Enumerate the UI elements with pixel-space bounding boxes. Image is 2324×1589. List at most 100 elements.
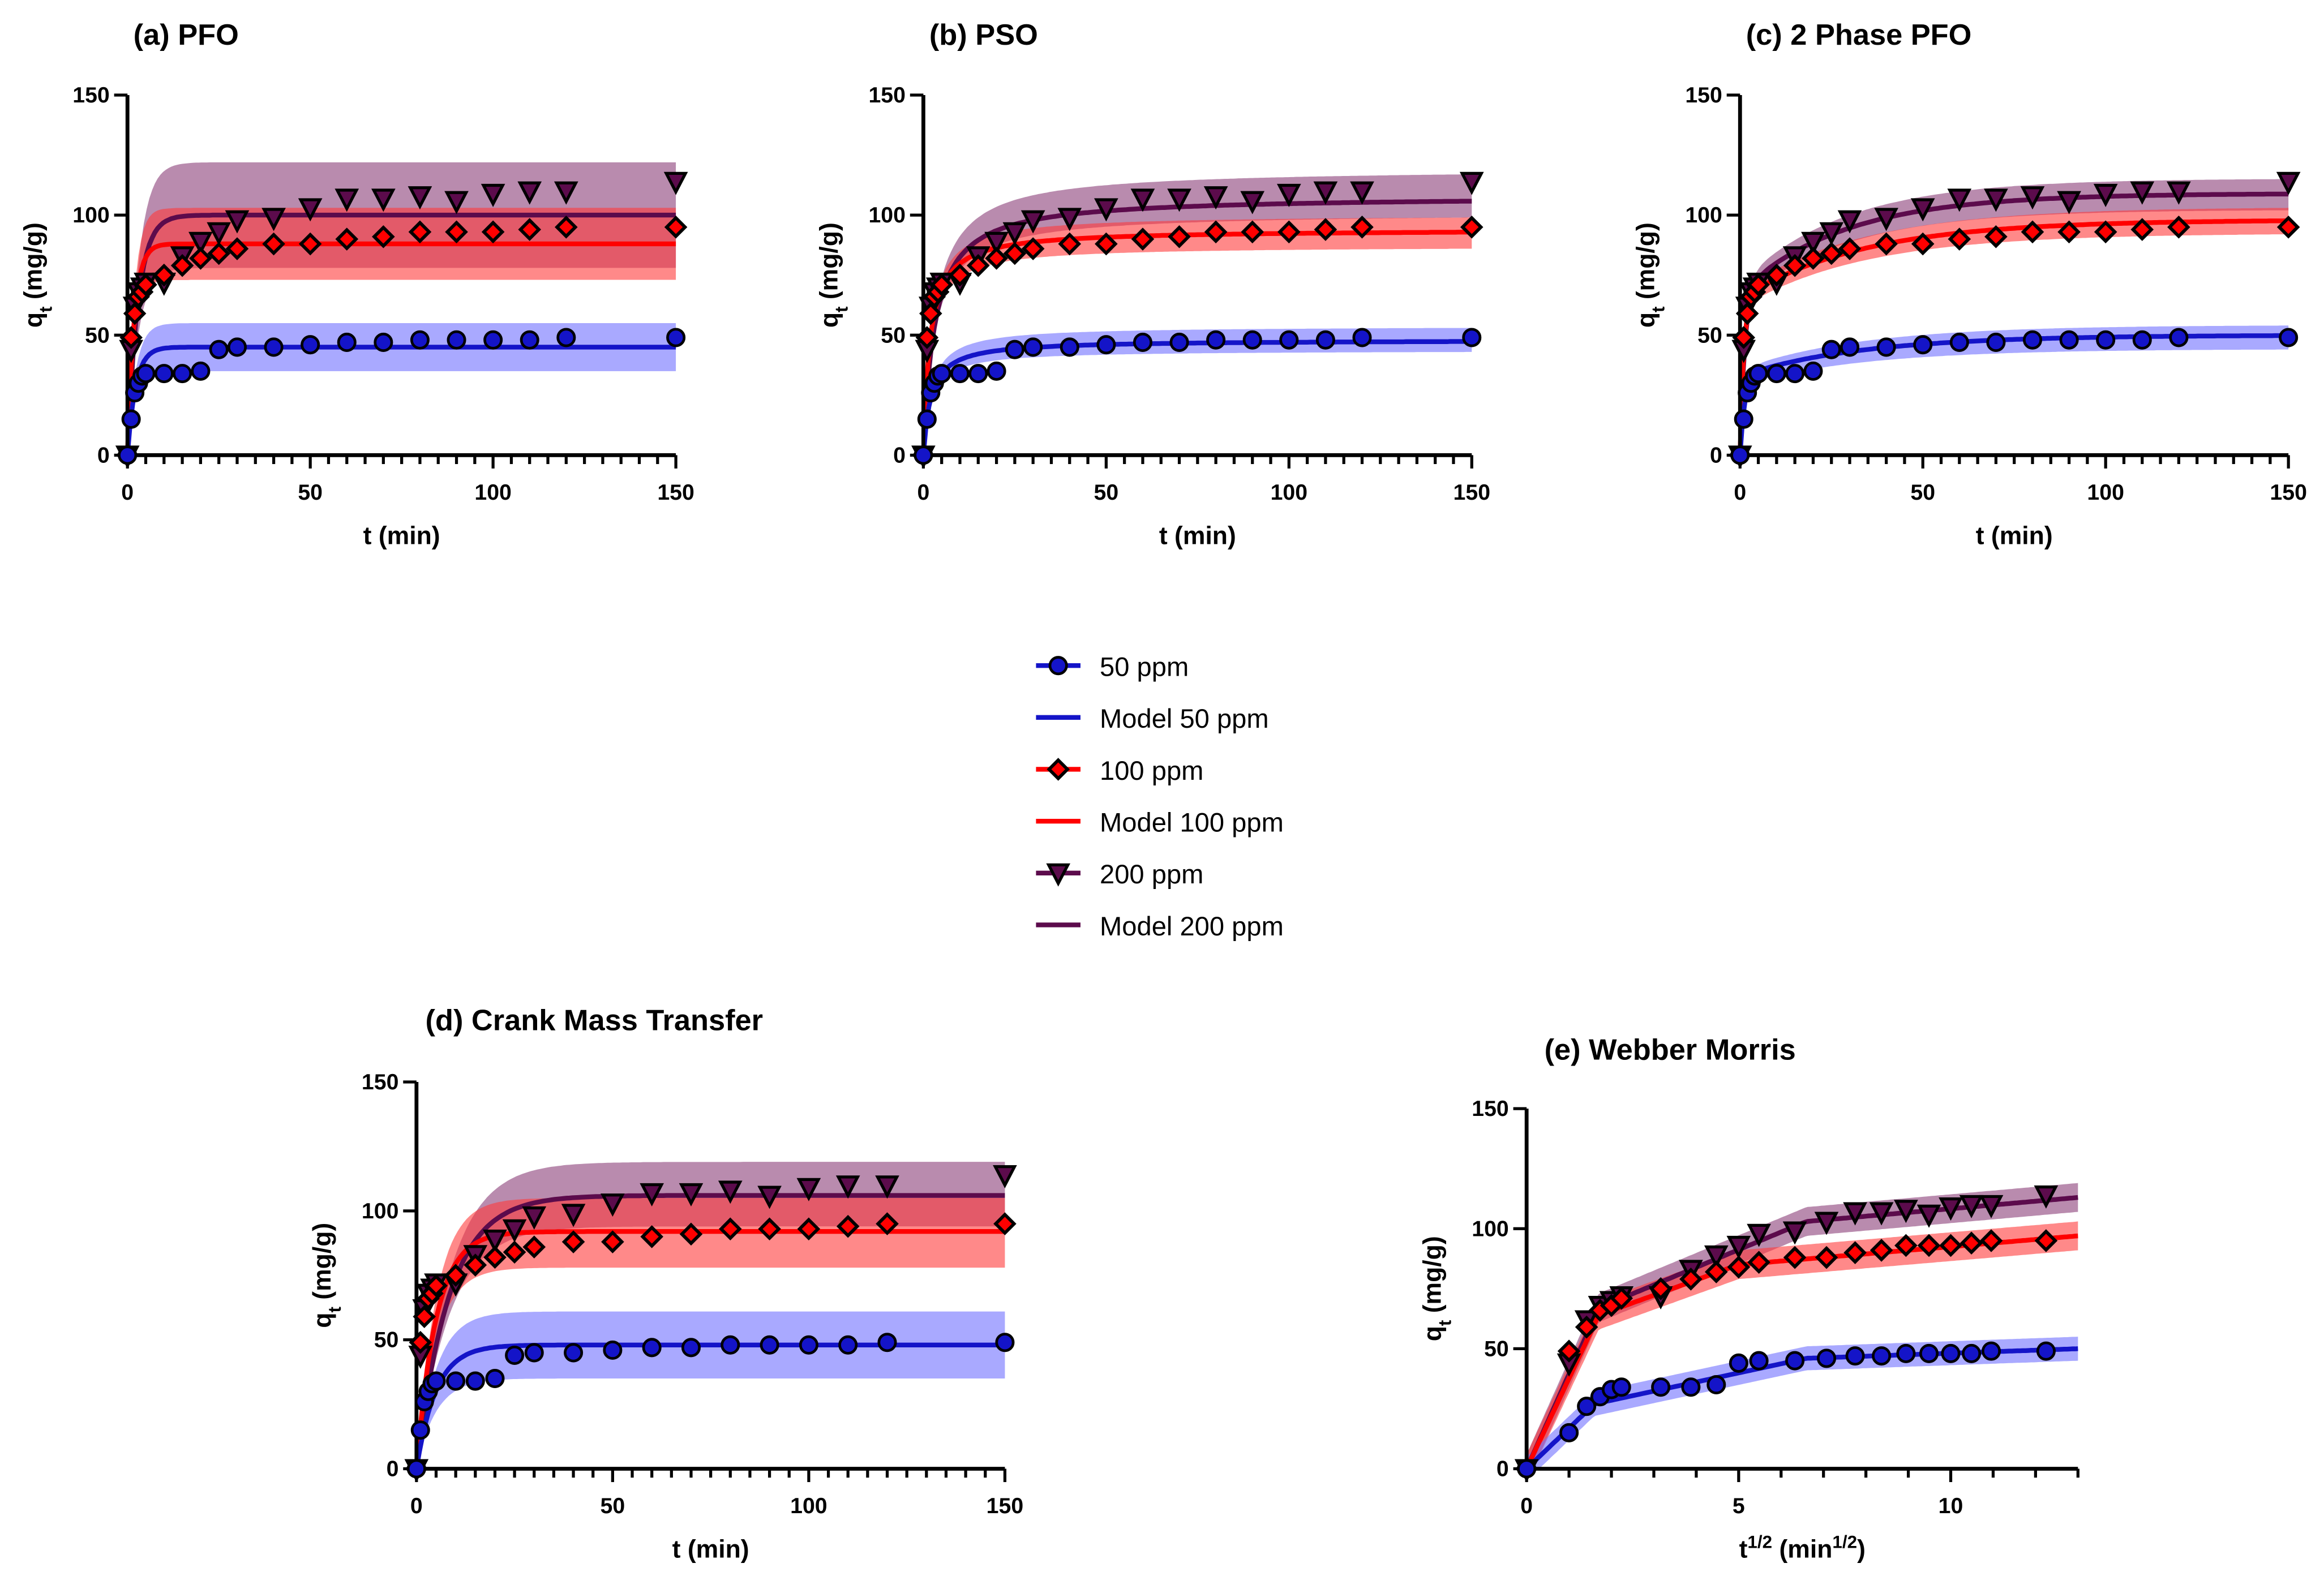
data-point-s100 [1241, 220, 1264, 244]
data-point-s100 [1460, 216, 1483, 239]
data-point-s100 [1747, 273, 1770, 297]
x-tick-label: 0 [1734, 480, 1746, 505]
data-point-s50 [968, 364, 988, 384]
y-tick-label: 150 [868, 83, 906, 108]
data-point-s200 [298, 198, 323, 222]
data-point-s100 [985, 247, 1008, 270]
data-point-s100 [993, 1212, 1017, 1235]
y-axis-label: qt (mg/g) [19, 222, 55, 328]
data-point-s50 [995, 1333, 1015, 1352]
data-point-s50 [1766, 364, 1786, 384]
data-point-s100 [718, 1217, 742, 1241]
data-point-s100 [372, 225, 395, 248]
data-point-s50 [1169, 332, 1189, 352]
data-point-s50 [1734, 409, 1753, 429]
data-point-s200 [1057, 208, 1082, 231]
data-point-s100 [2130, 218, 2154, 241]
data-point-s200 [1819, 222, 1844, 246]
data-point-s50 [2036, 1341, 2056, 1361]
x-tick-label: 5 [1733, 1493, 1745, 1518]
data-point-s200 [481, 183, 505, 207]
data-point-s50 [1651, 1377, 1671, 1397]
data-point-s200 [2057, 191, 2081, 214]
data-point-s50 [524, 1343, 544, 1363]
data-point-s200 [640, 1183, 664, 1206]
data-point-s100 [2034, 1229, 2058, 1252]
x-label-part: 1/2 [1747, 1532, 1772, 1552]
data-point-s50 [410, 1420, 430, 1440]
data-point-s100 [1939, 1234, 1962, 1257]
data-point-s50 [760, 1335, 779, 1355]
y-tick-label: 50 [85, 323, 110, 347]
data-point-s200 [1837, 210, 1862, 234]
data-point-s50 [406, 1459, 426, 1479]
data-point-s200 [335, 188, 359, 212]
data-point-s50 [1206, 330, 1226, 350]
data-point-s50 [1005, 340, 1024, 359]
x-tick-label: 100 [2087, 480, 2124, 505]
data-point-s200 [554, 181, 578, 205]
data-point-s100 [298, 232, 322, 256]
data-point-s50 [264, 337, 284, 357]
data-point-s200 [207, 222, 231, 246]
data-point-s50 [1821, 340, 1841, 359]
data-point-s100 [262, 232, 285, 256]
data-point-s200 [663, 171, 688, 195]
data-point-s200 [444, 191, 469, 214]
y-tick-label: 100 [1472, 1216, 1509, 1241]
y-label-part: t [36, 306, 55, 312]
data-point-s50 [1611, 1377, 1631, 1397]
data-point-s50 [681, 1338, 701, 1358]
legend-label: Model 100 ppm [1100, 807, 1284, 837]
data-point-s50 [227, 337, 247, 357]
data-point-s200 [1747, 1223, 1771, 1247]
data-point-s50 [118, 445, 138, 465]
data-point-s100 [170, 254, 194, 277]
data-point-s50 [1133, 332, 1152, 352]
data-point-s100 [1557, 1339, 1581, 1363]
data-point-s50 [1986, 332, 2006, 352]
y-tick-label: 100 [868, 203, 906, 227]
data-point-s200 [261, 208, 286, 231]
data-point-s100 [876, 1212, 899, 1235]
data-point-s50 [1876, 337, 1896, 357]
data-point-s50 [1941, 1343, 1961, 1363]
data-point-s50 [1785, 1351, 1805, 1371]
y-label-part: q [816, 312, 843, 328]
y-label-part: q [1632, 312, 1660, 328]
data-point-s100 [1870, 1239, 1893, 1262]
data-point-s100 [152, 263, 176, 287]
y-tick-label: 0 [97, 443, 110, 467]
data-point-s200 [1002, 222, 1027, 246]
data-point-s50 [2096, 330, 2116, 350]
data-point-s100 [1875, 232, 1898, 256]
data-point-s100 [1783, 1246, 1807, 1269]
data-point-s50 [2059, 330, 2079, 350]
data-point-s200 [1916, 1204, 1941, 1228]
data-point-s200 [993, 1165, 1017, 1189]
x-tick-label: 0 [121, 480, 134, 505]
data-point-s100 [225, 237, 249, 260]
y-axis-label: qt (mg/g) [1418, 1236, 1455, 1341]
y-tick-label: 50 [1484, 1336, 1509, 1361]
data-point-s50 [121, 409, 141, 429]
data-point-s100 [1979, 1229, 2003, 1252]
data-point-s100 [1704, 1260, 1728, 1283]
data-point-s50 [1706, 1375, 1726, 1395]
data-point-s50 [520, 330, 539, 350]
confidence-band-s50 [1740, 325, 2289, 456]
data-point-s50 [1577, 1397, 1597, 1416]
y-label-part: (mg/g) [816, 222, 843, 306]
data-point-s200 [1979, 1195, 2004, 1218]
data-point-s100 [522, 1235, 546, 1259]
data-point-s50 [564, 1343, 584, 1363]
confidence-band-s50 [416, 1311, 1005, 1469]
data-point-s200 [2167, 181, 2191, 205]
x-label-part: (min [1772, 1536, 1832, 1564]
y-tick-label: 150 [362, 1070, 399, 1094]
y-axis-label: qt (mg/g) [816, 222, 852, 328]
x-tick-label: 150 [1453, 480, 1491, 505]
data-point-s50 [2132, 330, 2152, 350]
data-point-s200 [2130, 181, 2155, 205]
